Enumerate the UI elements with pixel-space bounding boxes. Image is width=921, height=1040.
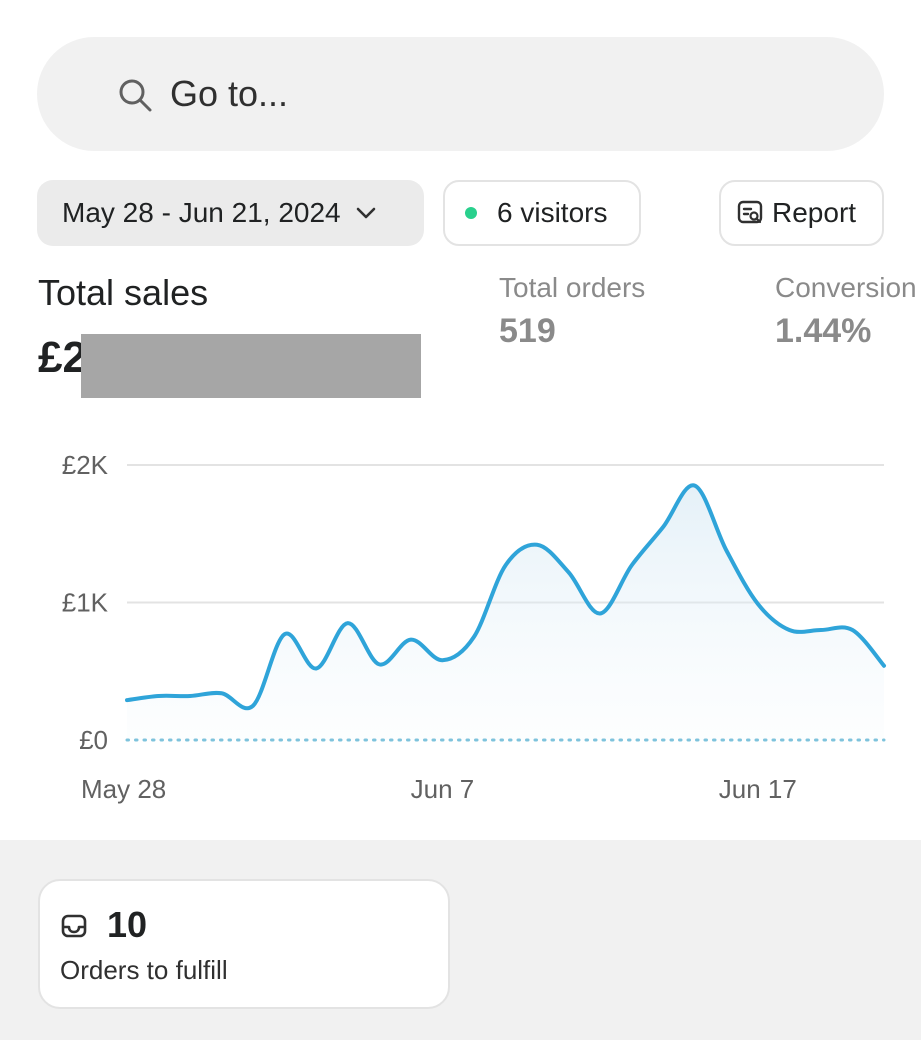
report-label: Report — [772, 197, 857, 228]
search-input-placeholder[interactable]: Go to... — [170, 73, 289, 114]
report-icon — [737, 200, 763, 224]
fulfill-label: Orders to fulfill — [60, 955, 228, 985]
total-orders-value: 519 — [499, 312, 556, 350]
sales-series-line — [125, 483, 886, 711]
date-range-picker[interactable]: May 28 - Jun 21, 2024 — [37, 180, 424, 246]
search-icon — [119, 79, 152, 112]
total-orders-label: Total orders — [499, 272, 646, 303]
live-status-dot — [465, 207, 477, 219]
orders-to-fulfill-card[interactable]: 10 Orders to fulfill — [38, 879, 450, 1009]
live-visitors-button[interactable]: 6 visitors — [443, 180, 641, 246]
report-button[interactable]: Report — [719, 180, 884, 246]
x-tick-label: Jun 17 — [719, 774, 797, 804]
search-bar[interactable]: Go to... — [37, 37, 884, 151]
total-sales-label: Total sales — [38, 272, 209, 313]
y-tick-label: £0 — [79, 725, 108, 755]
conversion-label: Conversion — [775, 272, 917, 303]
inbox-icon — [61, 914, 87, 938]
redaction-block — [81, 334, 421, 398]
sales-chart: £0 £1K £2K May 28 Jun 7 Jun 17 — [62, 450, 886, 804]
visitors-label: 6 visitors — [497, 197, 608, 228]
x-tick-label: Jun 7 — [411, 774, 475, 804]
chevron-down-icon — [356, 207, 375, 219]
fulfill-count: 10 — [107, 904, 148, 945]
sales-area-fill — [127, 485, 884, 740]
date-range-label: May 28 - Jun 21, 2024 — [62, 197, 341, 228]
total-sales-value: £2 — [38, 333, 87, 382]
y-tick-label: £2K — [62, 450, 109, 480]
x-tick-label: May 28 — [81, 774, 166, 804]
y-tick-label: £1K — [62, 588, 109, 618]
conversion-value: 1.44% — [775, 312, 872, 350]
